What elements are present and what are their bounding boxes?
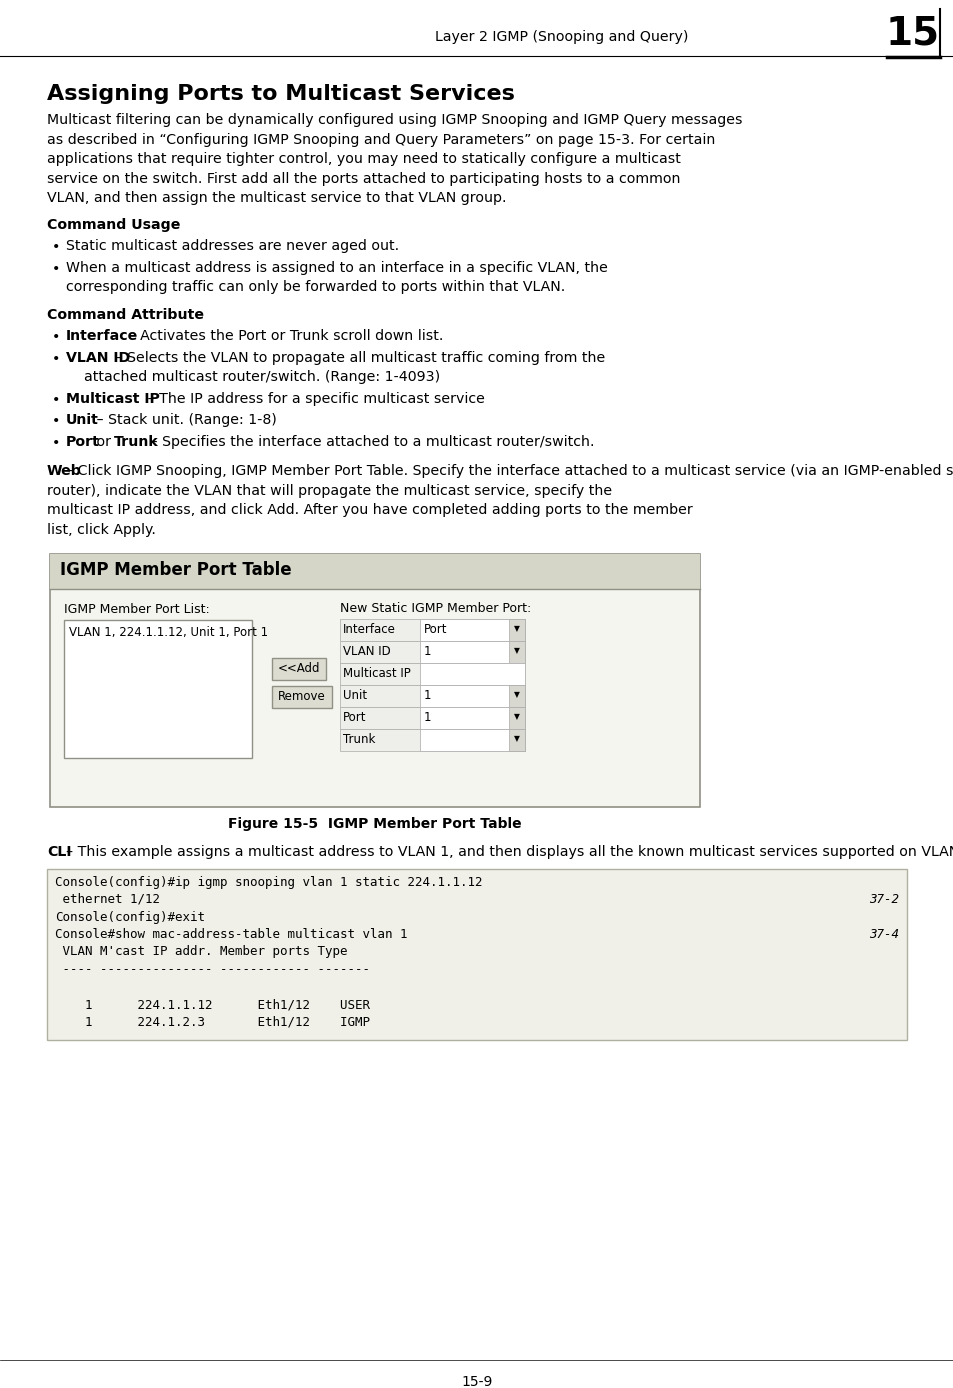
Text: – The IP address for a specific multicast service: – The IP address for a specific multicas… bbox=[143, 391, 484, 405]
Text: IGMP Member Port Table: IGMP Member Port Table bbox=[60, 561, 292, 579]
Text: Layer 2 IGMP (Snooping and Query): Layer 2 IGMP (Snooping and Query) bbox=[435, 31, 687, 44]
Text: – Specifies the interface attached to a multicast router/switch.: – Specifies the interface attached to a … bbox=[146, 434, 594, 448]
Text: Command Attribute: Command Attribute bbox=[47, 308, 204, 322]
Text: Static multicast addresses are never aged out.: Static multicast addresses are never age… bbox=[66, 239, 398, 253]
Text: Port: Port bbox=[343, 711, 366, 725]
Text: Port: Port bbox=[423, 623, 447, 636]
Text: Console(config)#ip igmp snooping vlan 1 static 224.1.1.12: Console(config)#ip igmp snooping vlan 1 … bbox=[55, 876, 482, 888]
Text: list, click Apply.: list, click Apply. bbox=[47, 522, 155, 537]
Bar bbox=[509, 686, 524, 706]
Text: 1: 1 bbox=[423, 688, 431, 702]
Bar bbox=[419, 619, 524, 641]
Text: Interface: Interface bbox=[343, 623, 395, 636]
Bar bbox=[419, 641, 524, 663]
Text: Trunk: Trunk bbox=[343, 733, 375, 745]
Text: as described in “Configuring IGMP Snooping and Query Parameters” on page 15-3. F: as described in “Configuring IGMP Snoopi… bbox=[47, 132, 715, 147]
Text: •: • bbox=[52, 240, 60, 254]
Text: – Activates the Port or Trunk scroll down list.: – Activates the Port or Trunk scroll dow… bbox=[124, 329, 442, 343]
Text: ---- --------------- ------------ -------: ---- --------------- ------------ ------… bbox=[55, 963, 370, 976]
Text: attached multicast router/switch. (Range: 1-4093): attached multicast router/switch. (Range… bbox=[66, 371, 439, 384]
Text: – Selects the VLAN to propagate all multicast traffic coming from the: – Selects the VLAN to propagate all mult… bbox=[111, 351, 604, 365]
Bar bbox=[419, 663, 524, 686]
Bar bbox=[419, 706, 524, 729]
Text: •: • bbox=[52, 414, 60, 428]
Text: New Static IGMP Member Port:: New Static IGMP Member Port: bbox=[339, 602, 531, 615]
Text: <<Add: <<Add bbox=[277, 662, 320, 675]
Text: Multicast IP: Multicast IP bbox=[66, 391, 160, 405]
Text: VLAN, and then assign the multicast service to that VLAN group.: VLAN, and then assign the multicast serv… bbox=[47, 192, 506, 205]
Text: Multicast IP: Multicast IP bbox=[343, 668, 411, 680]
Text: VLAN ID: VLAN ID bbox=[343, 645, 391, 658]
Text: Remove: Remove bbox=[278, 690, 326, 702]
Text: Interface: Interface bbox=[66, 329, 138, 343]
Bar bbox=[339, 663, 524, 686]
Text: Assigning Ports to Multicast Services: Assigning Ports to Multicast Services bbox=[47, 85, 515, 104]
Text: Port: Port bbox=[66, 434, 100, 448]
Text: ▼: ▼ bbox=[514, 712, 519, 720]
Text: Web: Web bbox=[47, 464, 82, 477]
Text: Console#show mac-address-table multicast vlan 1: Console#show mac-address-table multicast… bbox=[55, 929, 407, 941]
Text: Console(config)#exit: Console(config)#exit bbox=[55, 911, 205, 923]
Text: •: • bbox=[52, 261, 60, 275]
Text: Figure 15-5  IGMP Member Port Table: Figure 15-5 IGMP Member Port Table bbox=[228, 818, 521, 831]
Bar bbox=[339, 619, 524, 641]
Text: router), indicate the VLAN that will propagate the multicast service, specify th: router), indicate the VLAN that will pro… bbox=[47, 483, 612, 497]
Text: Command Usage: Command Usage bbox=[47, 218, 180, 232]
Text: multicast IP address, and click Add. After you have completed adding ports to th: multicast IP address, and click Add. Aft… bbox=[47, 502, 692, 516]
Bar bbox=[50, 554, 700, 589]
Text: ethernet 1/12: ethernet 1/12 bbox=[55, 892, 160, 906]
Text: corresponding traffic can only be forwarded to ports within that VLAN.: corresponding traffic can only be forwar… bbox=[66, 280, 565, 294]
Text: 1      224.1.1.12      Eth1/12    USER: 1 224.1.1.12 Eth1/12 USER bbox=[55, 998, 370, 1010]
Bar bbox=[509, 641, 524, 663]
Text: VLAN M'cast IP addr. Member ports Type: VLAN M'cast IP addr. Member ports Type bbox=[55, 945, 347, 959]
Bar bbox=[419, 686, 524, 706]
Text: applications that require tighter control, you may need to statically configure : applications that require tighter contro… bbox=[47, 153, 680, 167]
Text: Multicast filtering can be dynamically configured using IGMP Snooping and IGMP Q: Multicast filtering can be dynamically c… bbox=[47, 112, 741, 126]
Text: 1: 1 bbox=[423, 645, 431, 658]
Text: 37-4: 37-4 bbox=[868, 929, 898, 941]
Text: service on the switch. First add all the ports attached to participating hosts t: service on the switch. First add all the… bbox=[47, 172, 679, 186]
Text: 15: 15 bbox=[885, 14, 939, 51]
Text: ▼: ▼ bbox=[514, 690, 519, 700]
Bar bbox=[339, 729, 524, 751]
Text: VLAN 1, 224.1.1.12, Unit 1, Port 1: VLAN 1, 224.1.1.12, Unit 1, Port 1 bbox=[69, 626, 268, 638]
Bar bbox=[50, 554, 700, 806]
Text: CLI: CLI bbox=[47, 845, 71, 859]
Text: – Click IGMP Snooping, IGMP Member Port Table. Specify the interface attached to: – Click IGMP Snooping, IGMP Member Port … bbox=[66, 464, 953, 477]
Text: When a multicast address is assigned to an interface in a specific VLAN, the: When a multicast address is assigned to … bbox=[66, 261, 607, 275]
Text: ▼: ▼ bbox=[514, 645, 519, 655]
Text: 1: 1 bbox=[423, 711, 431, 725]
Text: Unit: Unit bbox=[343, 688, 367, 702]
Bar bbox=[272, 686, 332, 708]
Text: Unit: Unit bbox=[66, 414, 99, 428]
Bar bbox=[339, 641, 524, 663]
Text: ▼: ▼ bbox=[514, 625, 519, 633]
Bar bbox=[509, 706, 524, 729]
Bar bbox=[339, 686, 524, 706]
Text: Trunk: Trunk bbox=[113, 434, 158, 448]
Text: •: • bbox=[52, 351, 60, 365]
Text: 37-2: 37-2 bbox=[868, 892, 898, 906]
Bar bbox=[509, 619, 524, 641]
Text: 1      224.1.2.3       Eth1/12    IGMP: 1 224.1.2.3 Eth1/12 IGMP bbox=[55, 1016, 370, 1029]
Text: •: • bbox=[52, 393, 60, 407]
Text: •: • bbox=[52, 330, 60, 344]
Text: IGMP Member Port List:: IGMP Member Port List: bbox=[64, 602, 210, 616]
Text: – This example assigns a multicast address to VLAN 1, and then displays all the : – This example assigns a multicast addre… bbox=[66, 845, 953, 859]
Bar bbox=[419, 729, 524, 751]
Text: VLAN ID: VLAN ID bbox=[66, 351, 131, 365]
Text: – Stack unit. (Range: 1-8): – Stack unit. (Range: 1-8) bbox=[91, 414, 276, 428]
Text: •: • bbox=[52, 436, 60, 450]
Text: 15-9: 15-9 bbox=[461, 1376, 492, 1388]
Text: or: or bbox=[91, 434, 115, 448]
Bar bbox=[272, 658, 326, 680]
Text: ▼: ▼ bbox=[514, 734, 519, 743]
Bar bbox=[509, 729, 524, 751]
Bar bbox=[339, 706, 524, 729]
Bar bbox=[64, 620, 252, 758]
Bar bbox=[47, 869, 906, 1040]
